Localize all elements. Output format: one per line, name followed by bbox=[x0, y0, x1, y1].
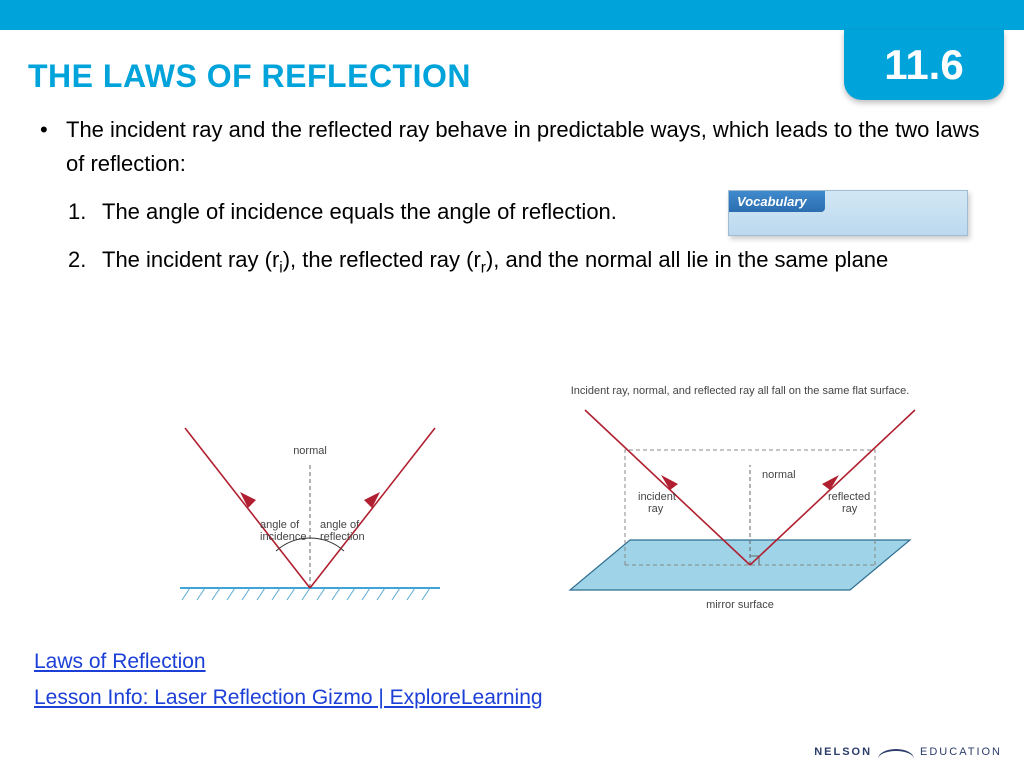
law2-post: ), and the normal all lie in the same pl… bbox=[486, 247, 888, 272]
law-text-2: The incident ray (ri), the reflected ray… bbox=[102, 243, 888, 280]
diagram-3d-reflection: Incident ray, normal, and reflected ray … bbox=[530, 380, 950, 640]
law-number-2: 2. bbox=[68, 243, 102, 280]
link-gizmo-explorelearning[interactable]: Lesson Info: Laser Reflection Gizmo | Ex… bbox=[34, 686, 543, 710]
angle-reflection-label: angle ofreflection bbox=[320, 519, 365, 543]
footer-brand-left: NELSON bbox=[814, 746, 872, 758]
law-text-1: The angle of incidence equals the angle … bbox=[102, 195, 617, 229]
law-item-2: 2. The incident ray (ri), the reflected … bbox=[68, 243, 984, 280]
vocabulary-tab-label: Vocabulary bbox=[729, 191, 825, 212]
law-number-1: 1. bbox=[68, 195, 102, 229]
links-section: Laws of Reflection Lesson Info: Laser Re… bbox=[34, 650, 543, 722]
section-number: 11.6 bbox=[884, 41, 963, 89]
mirror-label: mirror surface bbox=[706, 599, 774, 611]
swoosh-icon bbox=[878, 749, 914, 759]
section-number-badge: 11.6 bbox=[844, 30, 1004, 100]
intro-text: The incident ray and the reflected ray b… bbox=[66, 113, 984, 181]
law2-mid: ), the reflected ray (r bbox=[283, 247, 481, 272]
incident-arrow-icon bbox=[240, 492, 256, 508]
law2-pre: The incident ray (r bbox=[102, 247, 279, 272]
vocabulary-tab[interactable]: Vocabulary bbox=[728, 190, 968, 236]
normal-label-3d: normal bbox=[762, 469, 796, 481]
footer-logo: NELSON EDUCATION bbox=[814, 746, 1002, 758]
footer-brand-right: EDUCATION bbox=[920, 746, 1002, 758]
header-bar bbox=[0, 0, 1024, 30]
diagram-area: normal angle ofincidence angle ofreflect… bbox=[0, 388, 1024, 658]
incident-arrow-3d-icon bbox=[661, 475, 678, 490]
hatch-marks bbox=[182, 588, 430, 600]
bullet-icon: • bbox=[40, 113, 66, 181]
reflected-ray bbox=[310, 428, 435, 588]
link-laws-of-reflection[interactable]: Laws of Reflection bbox=[34, 650, 543, 674]
incident-label-3d: incidentray bbox=[638, 491, 676, 515]
reflected-label-3d: reflectedray bbox=[828, 491, 870, 515]
reflected-arrow-icon bbox=[364, 492, 380, 508]
incident-ray bbox=[185, 428, 310, 588]
reflected-arrow-3d-icon bbox=[822, 475, 839, 490]
normal-label: normal bbox=[293, 445, 327, 457]
intro-bullet: • The incident ray and the reflected ray… bbox=[40, 113, 984, 181]
diagram-2d-reflection: normal angle ofincidence angle ofreflect… bbox=[160, 398, 460, 628]
diagram-caption: Incident ray, normal, and reflected ray … bbox=[571, 385, 910, 397]
angle-incidence-label: angle ofincidence bbox=[260, 519, 306, 543]
